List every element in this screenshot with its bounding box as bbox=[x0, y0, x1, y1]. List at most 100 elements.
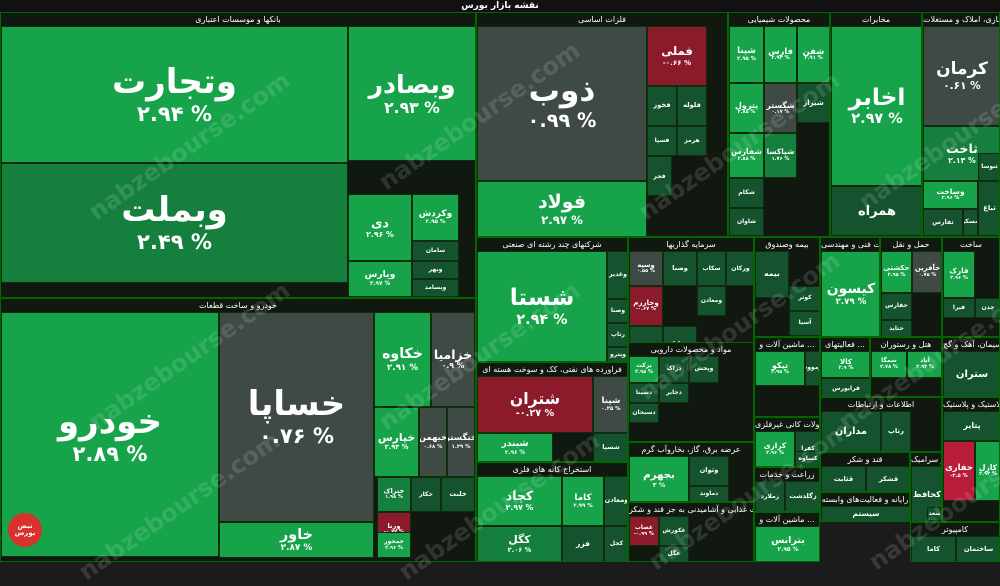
symbol-tile[interactable]: کجل bbox=[604, 526, 627, 561]
symbol-tile[interactable]: حآفرین ۰.۷۵ % bbox=[912, 251, 941, 293]
symbol-tile[interactable]: خساپا ۰.۷۶ % bbox=[219, 312, 374, 522]
symbol-tile[interactable]: ورکان bbox=[726, 251, 753, 286]
symbol-tile[interactable]: پتایر bbox=[943, 411, 999, 441]
symbol-tile[interactable]: آباد ۲.۹۳ % bbox=[907, 351, 941, 378]
symbol-tile[interactable]: فملی -۰.۶۶ % bbox=[647, 26, 707, 86]
symbol-tile[interactable]: خکار bbox=[411, 477, 441, 512]
symbol-tile[interactable]: رتاپ bbox=[607, 323, 627, 347]
symbol-tile[interactable]: بیمه bbox=[755, 251, 789, 298]
symbol-tile[interactable]: حفارس bbox=[881, 293, 912, 320]
symbol-tile[interactable]: کچاد ۲.۹۷ % bbox=[477, 476, 562, 526]
symbol-tile[interactable]: شبندر ۲.۹۶ % bbox=[477, 433, 553, 461]
symbol-tile[interactable]: کرازی ۲.۹۶ % bbox=[755, 431, 795, 466]
symbol-tile[interactable]: خپارس ۲.۹۳ % bbox=[374, 407, 419, 477]
symbol-tile[interactable]: ومعادن bbox=[604, 476, 627, 526]
symbol-tile[interactable]: ذوب ۰.۹۹ % bbox=[477, 26, 647, 181]
symbol-tile[interactable]: خودرو ۲.۸۹ % bbox=[1, 312, 219, 557]
symbol-tile[interactable]: خلنت bbox=[441, 477, 475, 512]
symbol-tile[interactable]: ثباغ bbox=[978, 181, 999, 236]
symbol-tile[interactable]: دزاک bbox=[659, 356, 689, 383]
symbol-tile[interactable]: فزر bbox=[562, 526, 604, 561]
symbol-tile[interactable]: کازل ۲.۹۳ % bbox=[975, 441, 999, 501]
symbol-tile[interactable]: وخارزم -۰.۶۷ % bbox=[629, 286, 663, 326]
symbol-tile[interactable]: حتاید bbox=[881, 320, 912, 336]
symbol-tile[interactable]: کیسون ۲.۷۹ % bbox=[821, 251, 879, 336]
symbol-tile[interactable]: غکورش bbox=[659, 516, 689, 546]
symbol-tile[interactable]: ثنوسا bbox=[978, 153, 999, 181]
symbol-tile[interactable]: شتران -۰.۲۷ % bbox=[477, 376, 593, 433]
symbol-tile[interactable]: شسپا bbox=[593, 433, 627, 461]
symbol-tile[interactable]: بترانس ۲.۹۵ % bbox=[755, 526, 819, 561]
symbol-tile[interactable]: چدن bbox=[975, 298, 999, 318]
symbol-tile[interactable]: زگلدشت bbox=[785, 481, 819, 511]
symbol-tile[interactable]: شیراز bbox=[797, 83, 829, 123]
symbol-tile[interactable]: هرمز bbox=[677, 126, 707, 156]
symbol-tile[interactable]: خزامیا ۰.۹ % bbox=[431, 312, 475, 407]
symbol-tile[interactable]: سمگا ۲.۷۸ % bbox=[871, 351, 907, 378]
symbol-tile[interactable]: کگل ۲.۰۶ % bbox=[477, 526, 562, 561]
symbol-tile[interactable]: وبهر bbox=[412, 261, 459, 279]
symbol-tile[interactable]: همراه bbox=[831, 186, 921, 236]
symbol-tile[interactable]: دسبحان bbox=[629, 403, 659, 423]
symbol-tile[interactable]: کسعدی bbox=[927, 507, 941, 521]
symbol-tile[interactable]: کساوه bbox=[795, 451, 819, 466]
symbol-tile[interactable]: زملارد bbox=[755, 481, 785, 511]
symbol-tile[interactable]: فارک ۲.۹۶ % bbox=[943, 251, 975, 298]
symbol-tile[interactable]: وصنا bbox=[607, 299, 627, 323]
symbol-tile[interactable]: فجر bbox=[647, 156, 672, 196]
symbol-tile[interactable]: ویارس ۲.۹۷ % bbox=[348, 261, 412, 297]
symbol-tile[interactable]: دسینا bbox=[629, 383, 659, 403]
symbol-tile[interactable]: کالا ۲.۹ % bbox=[821, 351, 869, 378]
symbol-tile[interactable]: شپنا ۰.۳۵ % bbox=[593, 376, 627, 433]
symbol-tile[interactable]: ومعادن bbox=[697, 286, 726, 316]
symbol-tile[interactable]: ستران bbox=[943, 351, 999, 396]
symbol-tile[interactable]: سامان bbox=[412, 241, 459, 261]
symbol-tile[interactable]: بجهرم ۳ % bbox=[629, 456, 689, 501]
symbol-tile[interactable]: شپاکسا ۱.۷۶ % bbox=[764, 133, 797, 178]
symbol-tile[interactable]: وسپه ۰.۵۵ % bbox=[629, 251, 663, 286]
symbol-tile[interactable]: وغدیر bbox=[607, 251, 627, 299]
symbol-tile[interactable]: حکشتی ۲.۹۵ % bbox=[881, 251, 912, 293]
symbol-tile[interactable]: کاما ۲.۹۹ % bbox=[562, 476, 604, 526]
symbol-tile[interactable]: فسپا bbox=[647, 126, 677, 156]
symbol-tile[interactable]: خکاوه ۲.۹۱ % bbox=[374, 312, 431, 407]
symbol-tile[interactable]: وکردش ۲.۹۵ % bbox=[412, 194, 459, 241]
symbol-tile[interactable]: خاور ۲.۸۷ % bbox=[219, 522, 374, 558]
symbol-tile[interactable]: شستا ۲.۹۴ % bbox=[477, 251, 607, 361]
symbol-tile[interactable]: سکاب bbox=[697, 251, 726, 286]
symbol-tile[interactable]: خبهمن ۰.۶۸ % bbox=[419, 407, 447, 477]
symbol-tile[interactable]: برکت ۲.۹۵ % bbox=[629, 356, 659, 383]
symbol-tile[interactable]: وپخش bbox=[689, 356, 719, 383]
symbol-tile[interactable]: فرابورس bbox=[821, 378, 869, 396]
symbol-tile[interactable]: وصنا bbox=[663, 251, 697, 286]
symbol-tile[interactable]: فخوز bbox=[647, 86, 677, 126]
symbol-tile[interactable]: شفارس ۲.۸۸ % bbox=[729, 133, 764, 178]
symbol-tile[interactable]: فیرا bbox=[943, 298, 975, 318]
symbol-tile[interactable]: وساخت ۲.۹۶ % bbox=[923, 181, 978, 209]
symbol-tile[interactable]: آسیا bbox=[789, 311, 819, 336]
symbol-tile[interactable]: دجابر bbox=[659, 383, 689, 403]
symbol-tile[interactable]: وبصادر ۲.۹۳ % bbox=[348, 26, 475, 161]
symbol-tile[interactable]: وبسامد bbox=[412, 279, 459, 297]
symbol-tile[interactable]: سیستم bbox=[821, 506, 909, 521]
symbol-tile[interactable]: خمحور ۲.۹۶ % bbox=[377, 532, 411, 558]
symbol-tile[interactable]: ثمسکن bbox=[963, 209, 978, 236]
symbol-tile[interactable]: رتاپ bbox=[881, 411, 911, 451]
symbol-tile[interactable]: کوثر bbox=[789, 286, 819, 311]
symbol-tile[interactable]: شاوان bbox=[729, 208, 764, 236]
symbol-tile[interactable]: تیکو ۲.۹۵ % bbox=[755, 351, 805, 386]
symbol-tile[interactable]: کرمان ۰.۶۱ % bbox=[923, 26, 999, 126]
symbol-tile[interactable]: فولاد ۲.۹۷ % bbox=[477, 181, 647, 236]
symbol-tile[interactable]: وبملت ۲.۴۹ % bbox=[1, 163, 348, 283]
symbol-tile[interactable]: ثفارس bbox=[923, 209, 963, 236]
symbol-tile[interactable]: غصاب -۰.۹۹ % bbox=[629, 516, 659, 546]
symbol-tile[interactable]: حفاری -۳.۵ % bbox=[943, 441, 975, 501]
symbol-tile[interactable]: وتجارت ۲.۹۴ % bbox=[1, 26, 348, 163]
symbol-tile[interactable]: فارس ۲.۹۳ % bbox=[764, 26, 797, 83]
symbol-tile[interactable]: خنگستر۱.۳۹ % bbox=[447, 407, 475, 477]
symbol-tile[interactable]: کاما bbox=[911, 536, 956, 561]
symbol-tile[interactable]: ثاخت ۲.۱۳ % bbox=[923, 126, 999, 181]
symbol-tile[interactable]: ساختمان bbox=[956, 536, 999, 561]
symbol-tile[interactable]: شفن ۲.۹۱ % bbox=[797, 26, 829, 83]
symbol-tile[interactable]: مداران bbox=[821, 411, 881, 451]
